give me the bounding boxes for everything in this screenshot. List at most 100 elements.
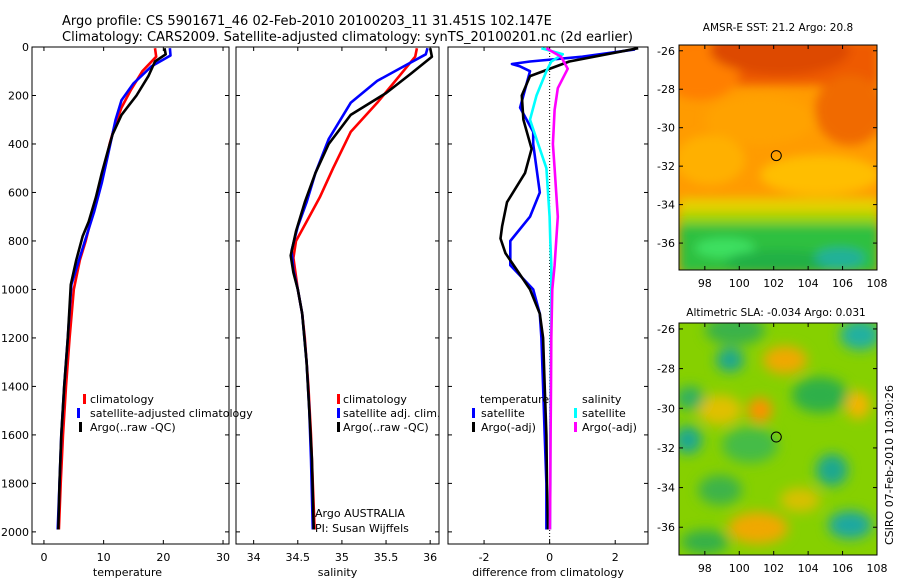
legend-label: satellite adj. clim. (343, 407, 440, 420)
legend-label: Argo(..raw -QC) (90, 421, 176, 434)
x-tick-label: 36 (423, 551, 437, 564)
legend-swatch-red (337, 394, 340, 404)
sla-map-field (679, 323, 877, 555)
map-x-tick-label: 98 (698, 562, 712, 575)
y-tick-label: 1600 (1, 429, 29, 442)
map-y-tick-label: -34 (657, 199, 675, 212)
y-tick-label: 1800 (1, 477, 29, 490)
map-x-tick-label: 102 (763, 562, 784, 575)
legend-heading-temperature: temperature (480, 393, 549, 406)
map-y-tick-label: -28 (657, 363, 675, 376)
x-tick-label: 10 (97, 551, 111, 564)
legend-label: climatology (343, 393, 407, 406)
legend-label: satellite (582, 407, 626, 420)
map-x-tick-label: 100 (729, 277, 750, 290)
x-tick-label: 35 (335, 551, 349, 564)
map-y-tick-label: -26 (657, 45, 675, 58)
sst-map-frame (678, 44, 878, 271)
y-tick-label: 2000 (1, 526, 29, 539)
legend-label: Argo(..raw -QC) (343, 421, 429, 434)
map-y-tick-label: -36 (657, 521, 675, 534)
sla-map-axes: 98 100 102 104 106 108 -26 -28 -30 -32 -34 -36 (657, 323, 887, 575)
figure-title-line-2: Climatology: CARS2009. Satellite-adjuste… (62, 30, 633, 45)
legend-swatch-black (472, 422, 475, 432)
legend-swatch-black (79, 422, 82, 432)
figure-title-line-1: Argo profile: CS 5901671_46 02-Feb-2010 … (62, 14, 552, 29)
y-tick-label: 1200 (1, 332, 29, 345)
salinity-profile-plot: 34 34.5 35 35.5 36 salinity (236, 46, 439, 579)
difference-profile-plot: -2 0 2 difference from climatology (448, 46, 648, 579)
legend-label: satellite (481, 407, 525, 420)
series-line-black (499, 46, 639, 530)
x-axis-label: difference from climatology (472, 566, 624, 579)
legend-label: satellite-adjusted climatology (90, 407, 253, 420)
legend-swatch-red (83, 394, 86, 404)
temperature-axes-frame (31, 46, 230, 545)
map-y-tick-label: -32 (657, 160, 675, 173)
map-x-tick-label: 106 (832, 277, 853, 290)
map-y-tick-label: -26 (657, 323, 675, 336)
map-y-tick-label: -32 (657, 442, 675, 455)
argo-location-marker (770, 431, 782, 443)
map-y-tick-label: -30 (657, 122, 675, 135)
legend-label: climatology (90, 393, 154, 406)
y-tick-label: 1400 (1, 380, 29, 393)
series-line-black (57, 47, 167, 530)
difference-axes-frame (447, 46, 649, 545)
x-tick-label: 2 (612, 551, 619, 564)
map-y-tick-label: -28 (657, 83, 675, 96)
series-line-red (57, 48, 158, 530)
legend-swatch-blue (77, 408, 80, 418)
y-tick-label: 1000 (1, 283, 29, 296)
legend-swatch-blue (337, 408, 340, 418)
sst-map-title: AMSR-E SST: 21.2 Argo: 20.8 (703, 22, 853, 34)
y-tick-label: 600 (8, 186, 29, 199)
y-tick-label: 200 (8, 89, 29, 102)
x-tick-label: 35.5 (374, 551, 399, 564)
argo-location-marker (770, 150, 782, 162)
map-x-tick-label: 104 (798, 562, 819, 575)
x-tick-label: 30 (216, 551, 230, 564)
series-line-magenta (545, 47, 570, 530)
salinity-axes-frame (235, 46, 440, 545)
salinity-legend: climatology satellite adj. clim. Argo(..… (315, 393, 440, 535)
x-tick-label: 20 (156, 551, 170, 564)
float-pi-label: PI: Susan Wijffels (315, 522, 409, 535)
temperature-profile-plot: 0 200 400 600 800 1000 1200 1400 1600 1800 2000 0 10… (1, 41, 230, 579)
legend-swatch-blue (472, 408, 475, 418)
map-y-tick-label: -36 (657, 237, 675, 250)
legend-swatch-black (337, 422, 340, 432)
legend-heading-salinity: salinity (582, 393, 622, 406)
difference-legend: temperature salinity satellite Argo(-adj… (472, 393, 637, 434)
x-axis-label: salinity (318, 566, 358, 579)
y-tick-label: 400 (8, 138, 29, 151)
legend-swatch-cyan (574, 408, 577, 418)
x-tick-label: 0 (40, 551, 47, 564)
sla-map-title: Altimetric SLA: -0.034 Argo: 0.031 (686, 307, 865, 319)
x-tick-label: 0 (546, 551, 553, 564)
legend-swatch-magenta (574, 422, 577, 432)
temperature-legend: climatology satellite-adjusted climatolo… (77, 393, 253, 434)
map-x-tick-label: 102 (763, 277, 784, 290)
map-y-tick-label: -34 (657, 482, 675, 495)
float-program-label: Argo AUSTRALIA (315, 507, 405, 520)
legend-label: Argo(-adj) (481, 421, 536, 434)
map-x-tick-label: 108 (867, 562, 888, 575)
y-tick-label: 800 (8, 235, 29, 248)
x-tick-label: 34.5 (286, 551, 311, 564)
sla-map-frame (678, 322, 878, 556)
legend-label: Argo(-adj) (582, 421, 637, 434)
map-x-tick-label: 100 (729, 562, 750, 575)
y-tick-label: 0 (22, 41, 29, 54)
x-axis-label: temperature (93, 566, 162, 579)
map-x-tick-label: 108 (867, 277, 888, 290)
x-tick-label: -2 (479, 551, 490, 564)
credit-label: CSIRO 07-Feb-2010 10:30:26 (883, 385, 896, 545)
map-x-tick-label: 104 (798, 277, 819, 290)
series-line-black (289, 47, 434, 530)
map-x-tick-label: 106 (832, 562, 853, 575)
sst-map-axes: 98 100 102 104 106 108 -26 -28 -30 -32 -34 -36 (657, 45, 887, 290)
x-tick-label: 34 (247, 551, 261, 564)
series-line-blue (508, 48, 636, 530)
